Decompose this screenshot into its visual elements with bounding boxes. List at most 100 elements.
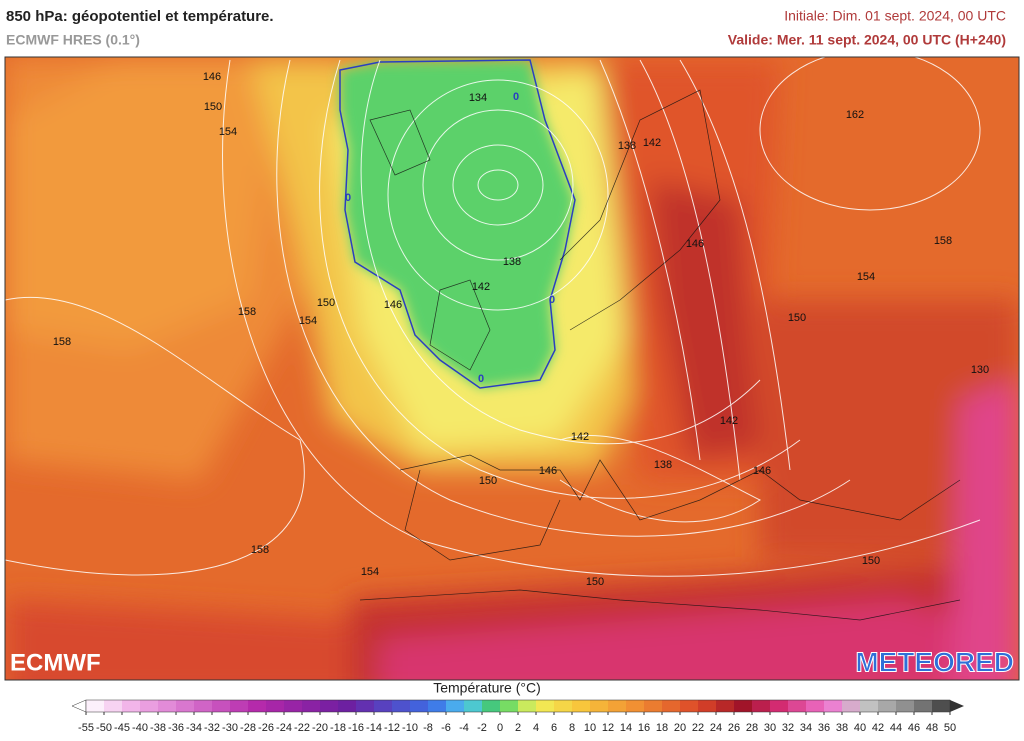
colorbar-swatch (734, 700, 753, 712)
colorbar-swatch (662, 700, 681, 712)
colorbar-swatch (302, 700, 321, 712)
colorbar-tick-label: -4 (459, 722, 469, 734)
contour-label: 158 (53, 336, 71, 348)
colorbar-swatch (230, 700, 249, 712)
colorbar-swatch (104, 700, 123, 712)
ecmwf-logo: ECMWF (10, 649, 101, 676)
colorbar-tick-label: -26 (258, 722, 274, 734)
colorbar-tick-label: -55 (78, 722, 94, 734)
colorbar-swatch (374, 700, 393, 712)
colorbar-swatch (392, 700, 411, 712)
freezing-label: 0 (478, 373, 484, 385)
colorbar-swatch (194, 700, 213, 712)
colorbar-tick-label: 30 (764, 722, 776, 734)
temperature-field (5, 57, 1019, 680)
contour-label: 150 (788, 312, 806, 324)
colorbar-swatch (860, 700, 879, 712)
contour-label: 146 (384, 299, 402, 311)
contour-label: 138 (618, 140, 636, 152)
contour-label: 150 (862, 555, 880, 567)
colorbar-tick-label: 28 (746, 722, 758, 734)
colorbar-tick-label: 16 (638, 722, 650, 734)
colorbar-tick-label: 44 (890, 722, 902, 734)
meteored-logo: METEORED (855, 646, 1014, 677)
contour-label: 142 (571, 431, 589, 443)
colorbar-swatch (698, 700, 717, 712)
colorbar-swatch (554, 700, 573, 712)
colorbar-swatch (536, 700, 555, 712)
colorbar-swatch (842, 700, 861, 712)
colorbar-swatch (752, 700, 771, 712)
colorbar-swatch (86, 700, 105, 712)
colorbar-swatch (140, 700, 159, 712)
map: 146 150 154 134 138 142 162 158 146 138 154 142 150 1… (5, 57, 1019, 680)
colorbar-tick-label: 26 (728, 722, 740, 734)
colorbar-swatch (464, 700, 483, 712)
colorbar-swatch (212, 700, 231, 712)
colorbar-swatch (896, 700, 915, 712)
colorbar: -55 -50 -45 -40 -38 -36 -34 -32 -30 -28 -26 -24 -22-… (71, 699, 964, 734)
title: 850 hPa: géopotentiel et température. (6, 8, 274, 25)
colorbar-swatch (644, 700, 663, 712)
colorbar-tick-label: -36 (168, 722, 184, 734)
colorbar-tick-label: -20 (312, 722, 328, 734)
colorbar-swatch (788, 700, 807, 712)
contour-label: 142 (720, 415, 738, 427)
contour-label: 150 (479, 475, 497, 487)
colorbar-tick-label: -8 (423, 722, 433, 734)
colorbar-tick-label: -32 (204, 722, 220, 734)
colorbar-tick-label: 6 (551, 722, 557, 734)
colorbar-end (950, 700, 964, 712)
colorbar-tick-label: 46 (908, 722, 920, 734)
colorbar-tick-label: 2 (515, 722, 521, 734)
colorbar-tick-label: 32 (782, 722, 794, 734)
colorbar-end (71, 699, 87, 713)
contour-label: 150 (317, 297, 335, 309)
colorbar-tick-label: -10 (402, 722, 418, 734)
colorbar-swatch (914, 700, 933, 712)
contour-label: 146 (686, 238, 704, 250)
legend-title: Température (°C) (433, 680, 541, 696)
colorbar-swatch (824, 700, 843, 712)
colorbar-swatch (680, 700, 699, 712)
contour-label: 154 (219, 126, 237, 138)
colorbar-tick-label: 18 (656, 722, 668, 734)
colorbar-swatch (626, 700, 645, 712)
contour-label: 162 (846, 109, 864, 121)
colorbar-swatch (284, 700, 303, 712)
freezing-label: 0 (345, 192, 351, 204)
colorbar-tick-label: 20 (674, 722, 686, 734)
contour-label: 146 (203, 71, 221, 83)
coastlines (359, 89, 961, 621)
contour-label: 158 (238, 306, 256, 318)
colorbar-tick-label: -40 (132, 722, 148, 734)
colorbar-tick-label: -2 (477, 722, 487, 734)
colorbar-tick-label: 22 (692, 722, 704, 734)
contour-label: 158 (934, 235, 952, 247)
contour-label: 134 (469, 92, 487, 104)
colorbar-swatch (320, 700, 339, 712)
colorbar-swatch (608, 700, 627, 712)
colorbar-swatch (122, 700, 141, 712)
colorbar-swatch (500, 700, 519, 712)
colorbar-tick-label: -24 (276, 722, 292, 734)
colorbar-tick-label: -50 (96, 722, 112, 734)
contour-label: 142 (472, 281, 490, 293)
contour-label: 158 (251, 544, 269, 556)
colorbar-tick-label: 24 (710, 722, 722, 734)
initial-time: Initiale: Dim. 01 sept. 2024, 00 UTC (784, 8, 1006, 24)
contour-label: 154 (361, 566, 379, 578)
colorbar-swatch (590, 700, 609, 712)
colorbar-tick-label: -16 (348, 722, 364, 734)
contour-label-group: 146 150 154 134 138 142 162 158 146 138 154 142 150 1… (53, 71, 989, 588)
colorbar-tick-label: -6 (441, 722, 451, 734)
colorbar-swatch (716, 700, 735, 712)
colorbar-tick-label: -12 (384, 722, 400, 734)
freezing-label: 0 (513, 91, 519, 103)
contour-label: 154 (857, 271, 875, 283)
colorbar-tick-label: 0 (497, 722, 503, 734)
contour-label: 146 (539, 465, 557, 477)
contour-label: 138 (503, 256, 521, 268)
